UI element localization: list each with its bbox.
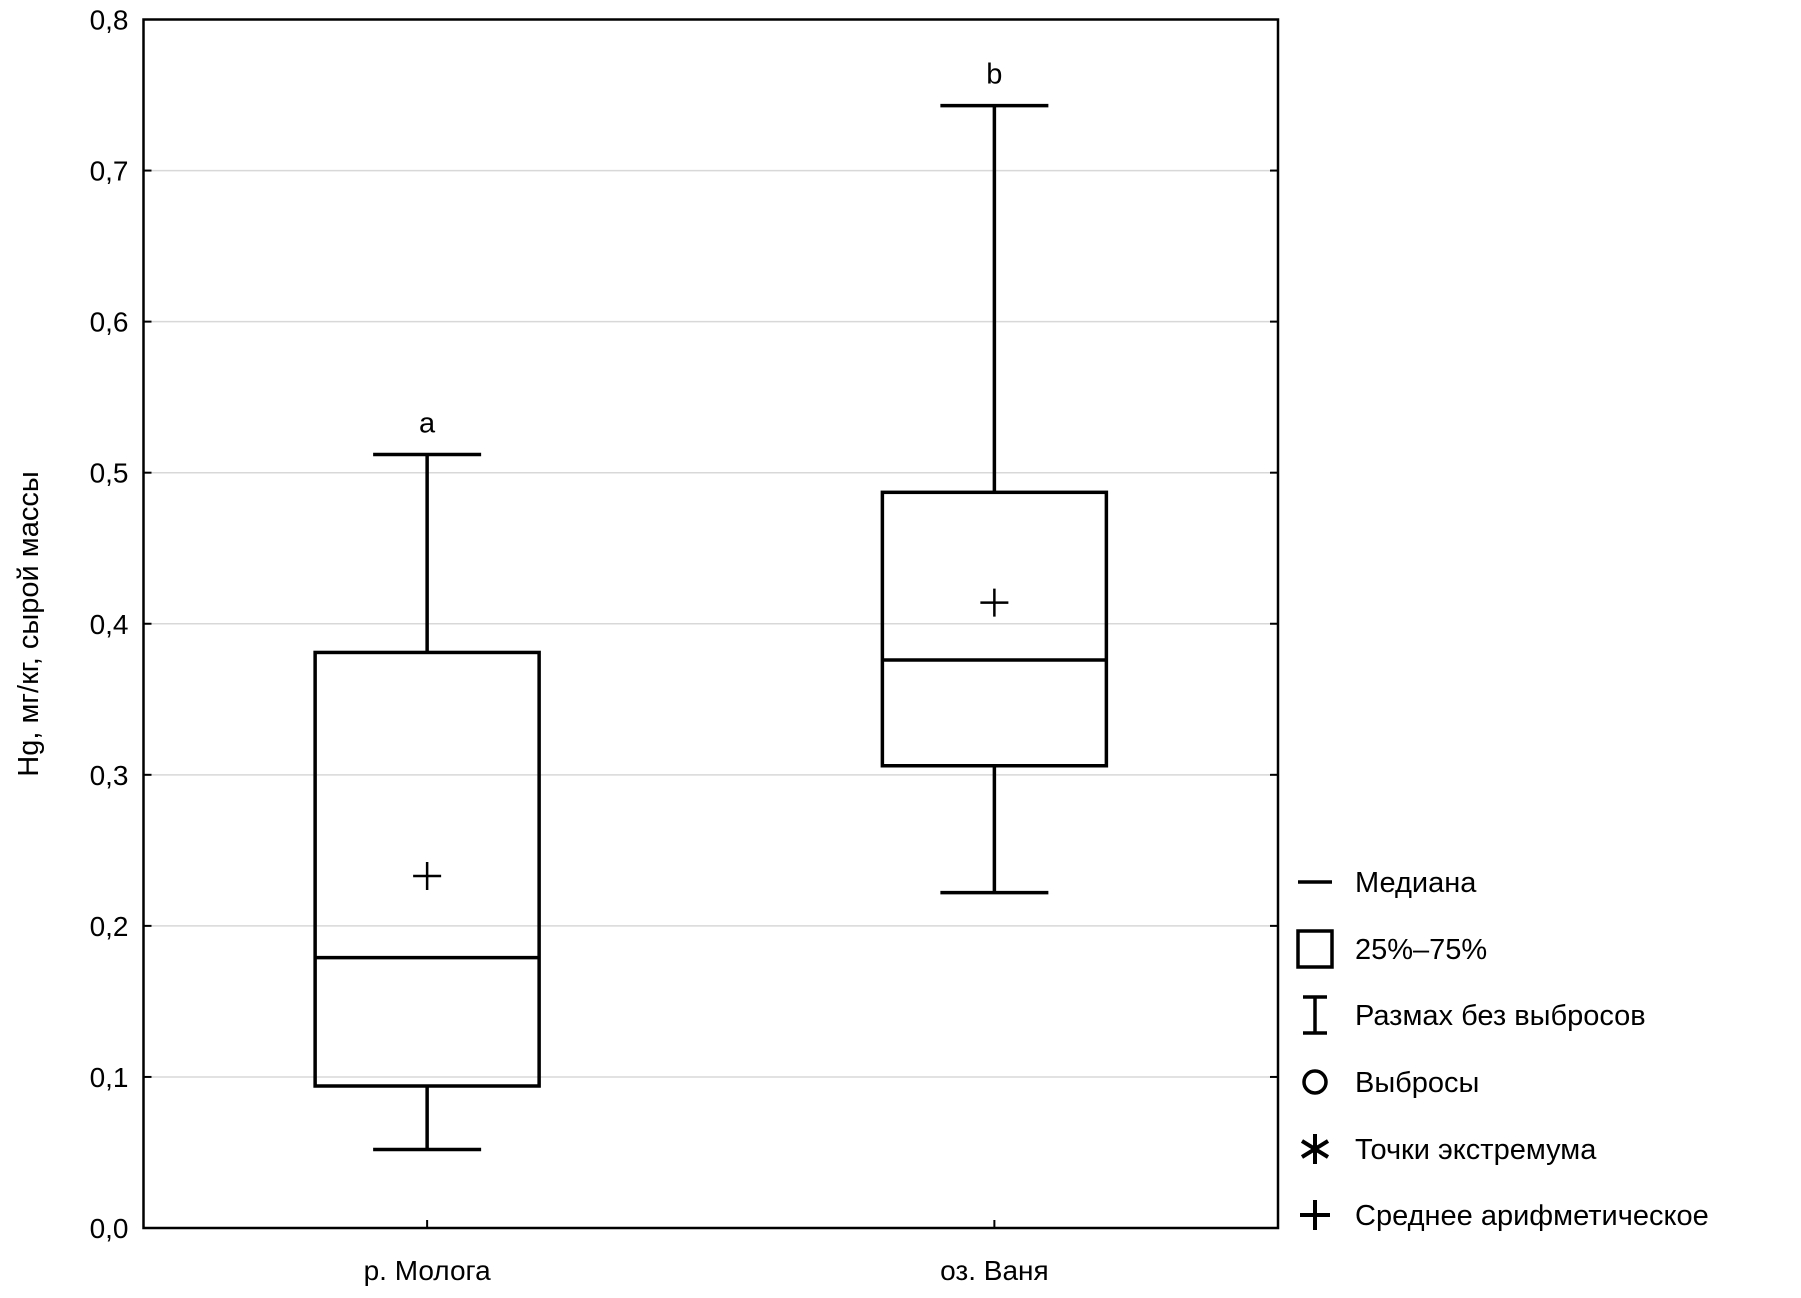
mean-marker <box>980 588 1009 617</box>
y-axis-ticks: 0,0 0,1 0,2 0,3 0,4 0,5 0,6 0,7 0,8 <box>90 5 1278 1244</box>
x-tick-label: оз. Ваня <box>940 1255 1049 1286</box>
y-tick-label: 0,2 <box>90 911 129 942</box>
legend-item: Выбросы <box>1302 1067 1479 1099</box>
plot-frame <box>142 18 1280 1230</box>
legend-item: Медиана <box>1298 867 1477 899</box>
box-0: a р. Молога <box>313 408 541 1286</box>
y-tick-label: 0,4 <box>90 609 129 640</box>
mean-marker <box>413 862 442 891</box>
whisker-icon <box>1303 995 1327 1035</box>
plus-icon <box>1300 1200 1330 1230</box>
legend-item: Точки экстремума <box>1300 1134 1597 1166</box>
y-tick-label: 0,3 <box>90 760 129 791</box>
legend-label: Точки экстремума <box>1355 1134 1597 1166</box>
y-tick-label: 0,1 <box>90 1062 129 1093</box>
y-axis-label: Hg, мг/кг, сырой массы <box>13 471 45 776</box>
legend-label: Медиана <box>1355 867 1477 899</box>
iqr-box <box>880 490 1109 768</box>
legend-label: 25%–75% <box>1355 934 1487 966</box>
legend: Медиана 25%–75% Размах без выбросов Выбросы… <box>1296 867 1709 1232</box>
legend-label: Среднее арифметическое <box>1355 1200 1709 1232</box>
y-tick-label: 0,6 <box>90 307 129 338</box>
boxes: a р. Молога b оз. Ваня <box>313 59 1109 1286</box>
legend-label: Выбросы <box>1355 1067 1479 1099</box>
box-icon <box>1296 929 1334 969</box>
legend-item: Среднее арифметическое <box>1300 1200 1709 1232</box>
legend-item: 25%–75% <box>1296 929 1487 969</box>
y-tick-label: 0,0 <box>90 1213 129 1244</box>
y-tick-label: 0,5 <box>90 458 129 489</box>
y-tick-label: 0,8 <box>90 5 129 36</box>
box-1: b оз. Ваня <box>880 59 1109 1286</box>
group-letter: b <box>986 59 1002 91</box>
y-tick-label: 0,7 <box>90 156 129 187</box>
circle-icon <box>1302 1069 1328 1095</box>
group-letter: a <box>419 408 436 440</box>
x-tick-label: р. Молога <box>364 1255 492 1286</box>
legend-item: Размах без выбросов <box>1303 995 1646 1035</box>
iqr-box <box>313 650 541 1088</box>
asterisk-icon <box>1300 1134 1330 1164</box>
gridlines <box>143 169 1278 1078</box>
legend-label: Размах без выбросов <box>1355 1000 1646 1032</box>
